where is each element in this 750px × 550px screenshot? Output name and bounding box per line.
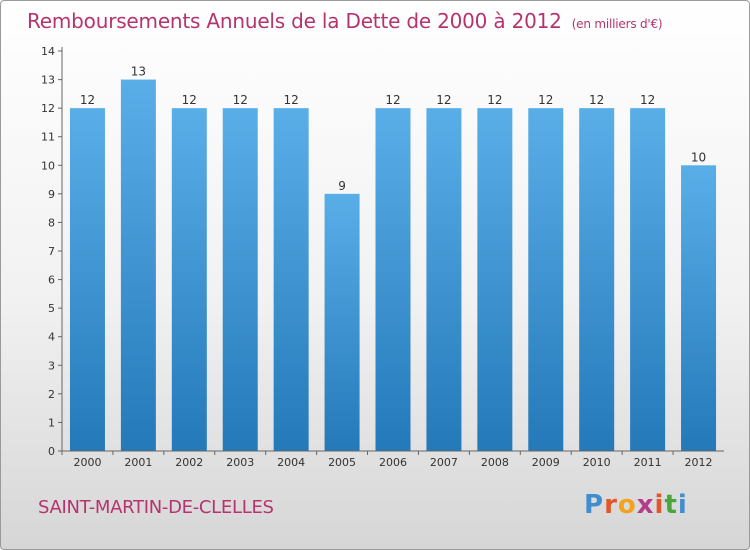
y-tick-label-9: 9 bbox=[48, 188, 55, 201]
bar-2011 bbox=[630, 108, 666, 452]
y-tick-label-2: 2 bbox=[48, 388, 55, 401]
bar-2008 bbox=[477, 108, 513, 452]
data-label-2008: 12 bbox=[487, 93, 502, 107]
bar-2000 bbox=[69, 108, 105, 452]
logo-letter: i bbox=[677, 490, 688, 520]
data-label-2012: 10 bbox=[691, 150, 706, 164]
y-tick-label-1: 1 bbox=[48, 416, 55, 429]
logo-letter: P bbox=[584, 490, 605, 520]
y-tick-label-6: 6 bbox=[48, 274, 55, 287]
y-tick-label-3: 3 bbox=[48, 359, 55, 372]
x-axis: 2000 2001 2002 2003 2004 2005 2006 2007 2008 2009… bbox=[58, 450, 724, 469]
logo-letter: o bbox=[617, 490, 637, 520]
x-tick-label-2004: 2004 bbox=[277, 456, 305, 469]
x-tick-label-2002: 2002 bbox=[175, 456, 203, 469]
y-tick-label-5: 5 bbox=[48, 302, 55, 315]
y-tick-label-7: 7 bbox=[48, 245, 55, 258]
y-tick-label-14: 14 bbox=[41, 45, 55, 58]
commune-name: SAINT-MARTIN-DE-CLELLES bbox=[38, 497, 274, 518]
y-tick-label-10: 10 bbox=[41, 159, 55, 172]
data-label-2007: 12 bbox=[436, 93, 451, 107]
bar-2002 bbox=[171, 108, 207, 452]
logo-letter: t bbox=[664, 490, 678, 520]
data-label-2011: 12 bbox=[640, 93, 655, 107]
bars-group: 12 13 12 12 12 9 12 12 12 12 12 12 10 bbox=[69, 65, 717, 452]
y-tick-label-0: 0 bbox=[48, 445, 55, 458]
data-label-2000: 12 bbox=[80, 93, 95, 107]
x-tick-label-2005: 2005 bbox=[328, 456, 356, 469]
bar-2009 bbox=[528, 108, 564, 452]
data-label-2006: 12 bbox=[385, 93, 400, 107]
bar-2012 bbox=[681, 165, 717, 452]
x-tick-label-2001: 2001 bbox=[124, 456, 152, 469]
y-tick-label-13: 13 bbox=[41, 74, 55, 87]
bar-2003 bbox=[222, 108, 258, 452]
bar-2010 bbox=[579, 108, 615, 452]
bar-2004 bbox=[273, 108, 309, 452]
y-tick-label-11: 11 bbox=[41, 131, 55, 144]
x-tick-label-2010: 2010 bbox=[583, 456, 611, 469]
x-tick-label-2008: 2008 bbox=[481, 456, 509, 469]
bar-2005 bbox=[324, 193, 360, 451]
data-label-2003: 12 bbox=[233, 93, 248, 107]
data-label-2009: 12 bbox=[538, 93, 553, 107]
logo-letter: r bbox=[604, 490, 618, 520]
y-tick-label-12: 12 bbox=[41, 102, 55, 115]
y-tick-label-4: 4 bbox=[48, 331, 55, 344]
bar-2001 bbox=[120, 79, 156, 452]
bar-2007 bbox=[426, 108, 462, 452]
logo-letter: i bbox=[654, 490, 665, 520]
y-tick-label-8: 8 bbox=[48, 216, 55, 229]
proxiti-logo: Proxiti bbox=[584, 490, 688, 520]
logo-letter: x bbox=[636, 490, 655, 520]
data-label-2005: 9 bbox=[338, 179, 346, 193]
data-label-2004: 12 bbox=[284, 93, 299, 107]
chart-subtitle: (en milliers d'€) bbox=[571, 17, 663, 31]
x-tick-label-2003: 2003 bbox=[226, 456, 254, 469]
x-tick-label-2006: 2006 bbox=[379, 456, 407, 469]
data-label-2010: 12 bbox=[589, 93, 604, 107]
x-tick-label-2012: 2012 bbox=[685, 456, 713, 469]
x-tick-label-2009: 2009 bbox=[532, 456, 560, 469]
data-label-2002: 12 bbox=[182, 93, 197, 107]
x-tick-label-2011: 2011 bbox=[634, 456, 662, 469]
x-tick-label-2007: 2007 bbox=[430, 456, 458, 469]
data-label-2001: 13 bbox=[131, 65, 146, 79]
chart-title-text: Remboursements Annuels de la Dette de 20… bbox=[27, 9, 562, 33]
chart-title: Remboursements Annuels de la Dette de 20… bbox=[27, 9, 663, 33]
x-tick-label-2000: 2000 bbox=[73, 456, 101, 469]
bar-2006 bbox=[375, 108, 411, 452]
